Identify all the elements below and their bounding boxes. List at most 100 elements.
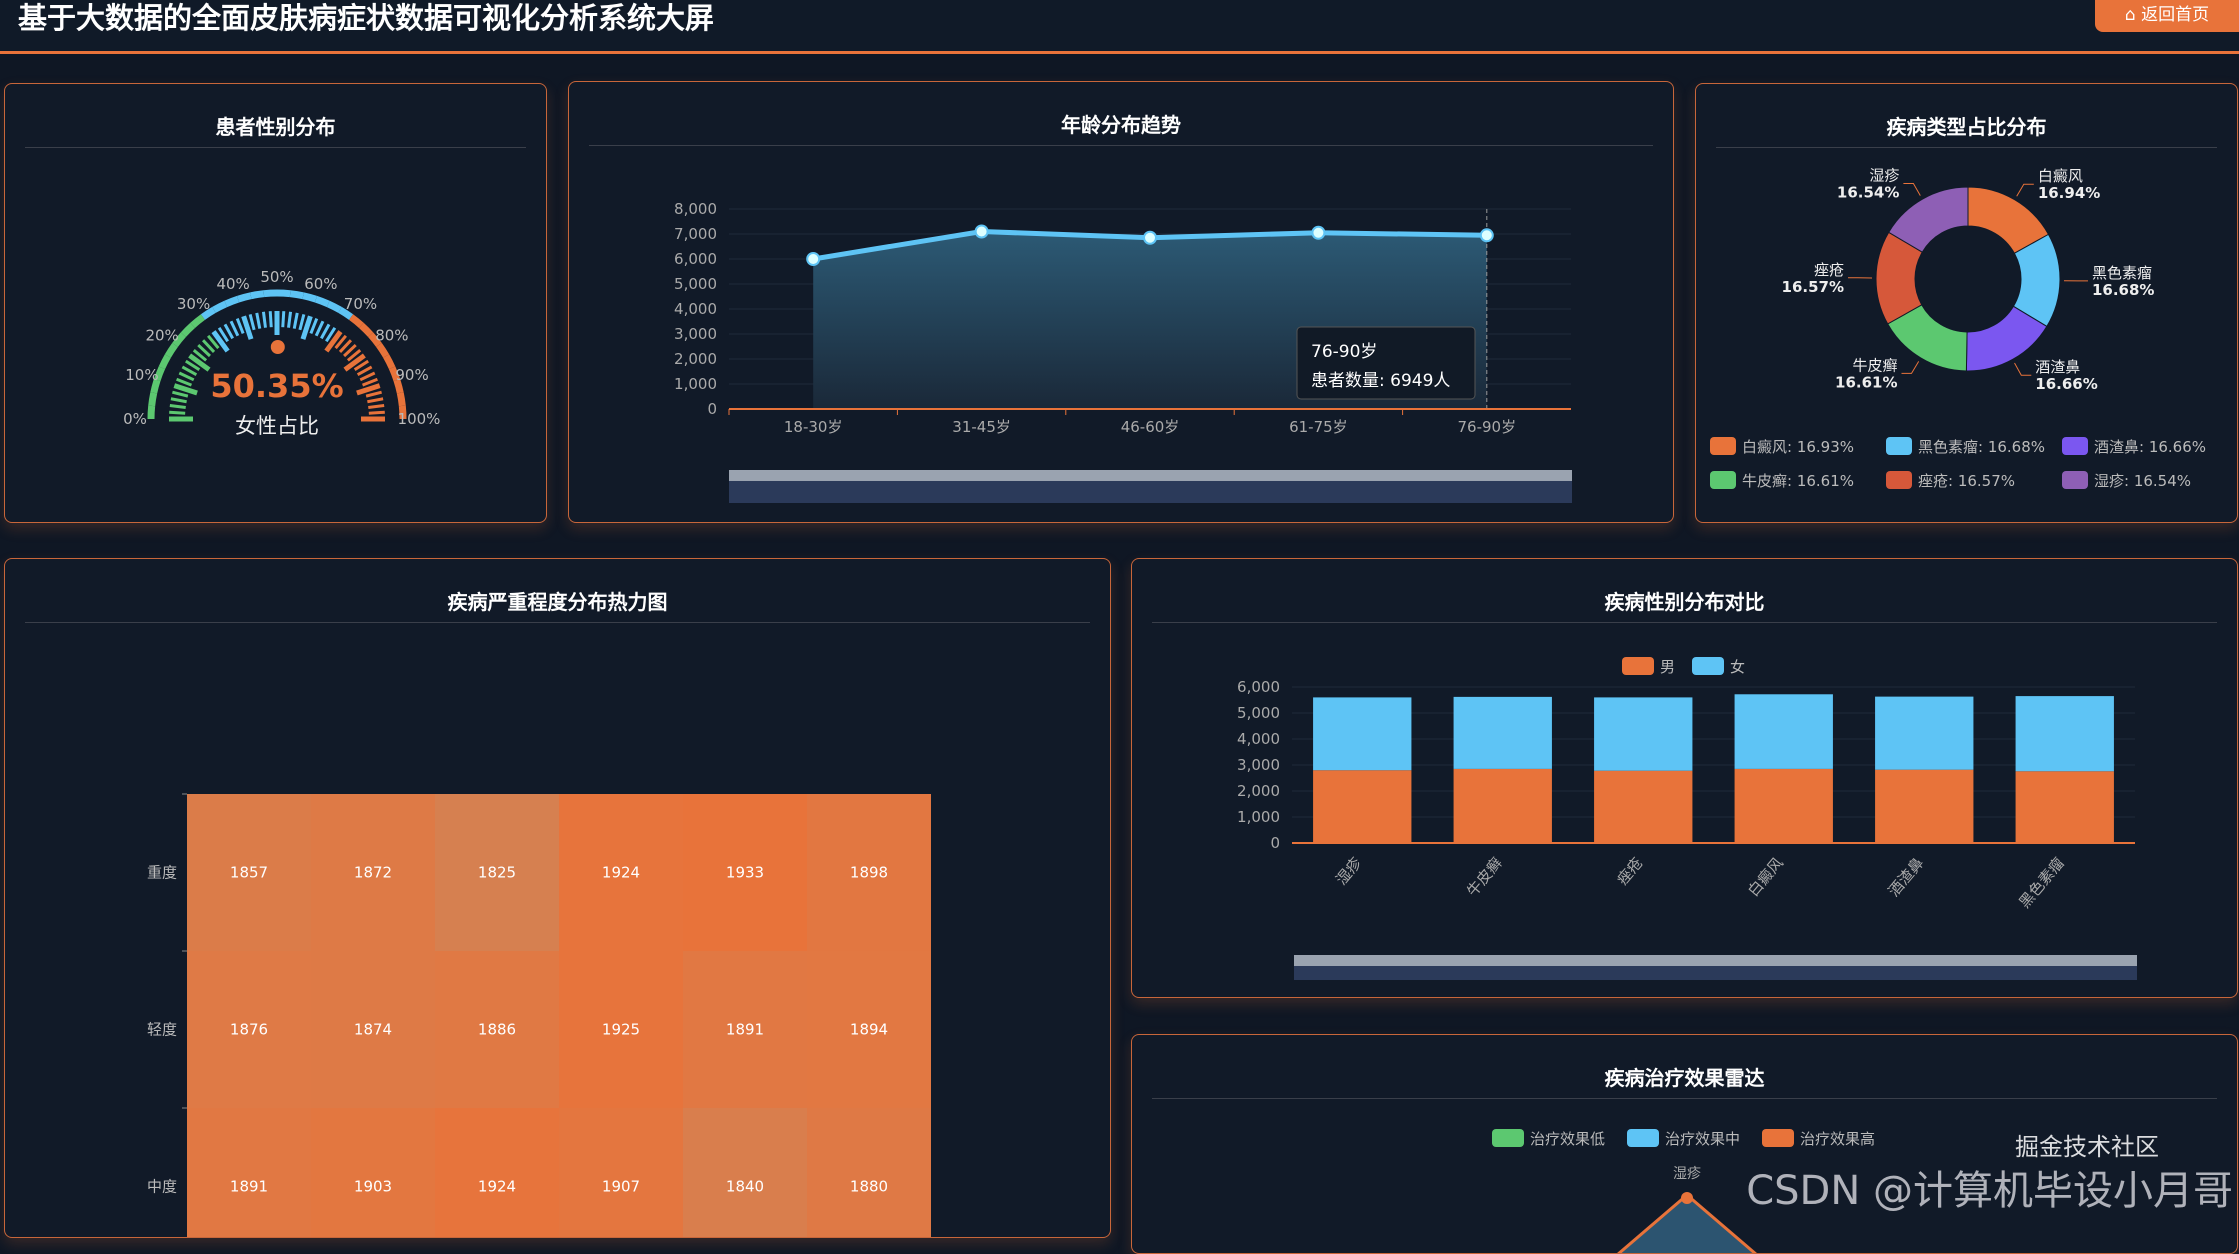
cell-value: 1880 (850, 1178, 888, 1196)
radar-indicator-label: 湿疹 (1673, 1166, 1701, 1182)
legend-item: 痤疮: 16.57% (1918, 472, 2015, 490)
y-tick-label: 5,000 (674, 275, 717, 293)
gauge-tick (172, 392, 187, 396)
gauge-tick (345, 356, 364, 370)
gauge-tick-label: 10% (125, 366, 158, 384)
data-point (1481, 229, 1493, 241)
gauge-tick (283, 311, 284, 327)
gauge-tick-label: 80% (375, 327, 408, 345)
gauge-tick-label: 40% (216, 275, 249, 293)
row-label: 中度 (147, 1178, 177, 1196)
gauge-arc-segment (290, 294, 303, 296)
cell-value: 1840 (726, 1178, 764, 1196)
gauge-arc-segment (168, 345, 175, 356)
slice-label-name: 湿疹 (1869, 167, 1899, 185)
gauge-arc-segment (316, 299, 328, 304)
radar-point (1681, 1192, 1693, 1204)
legend-swatch (1627, 1129, 1659, 1147)
gauge-arc-segment (328, 304, 340, 310)
legend-swatch (1762, 1129, 1794, 1147)
gauge-tick (270, 311, 271, 327)
legend-item: 牛皮癣: 16.61% (1742, 472, 1854, 490)
bar-segment (2016, 771, 2114, 843)
gender-stacked-bar-chart: 男女01,0002,0003,0004,0005,0006,000湿疹牛皮癣痤疮… (1132, 559, 2238, 998)
slice-label-pct: 16.94% (2038, 184, 2100, 202)
bar-segment (1313, 770, 1411, 843)
gauge-tick (179, 373, 193, 380)
slice-label-pct: 16.57% (1782, 278, 1844, 296)
y-tick-label: 6,000 (1237, 678, 1280, 696)
gauge-arc-segment (238, 296, 251, 299)
gauge-tick (169, 412, 185, 413)
disease-donut-chart: 白癜风: 16.93%黑色素瘤: 16.68%酒渣鼻: 16.66%牛皮癣: 1… (1696, 84, 2238, 523)
x-tick-label: 61-75岁 (1289, 418, 1348, 436)
heatmap-cell (683, 1108, 807, 1238)
cell-value: 1825 (478, 864, 516, 882)
x-tick-label: 酒渣鼻 (1885, 854, 1928, 900)
gauge-tick-label: 90% (395, 366, 428, 384)
datazoom-slider[interactable] (1294, 966, 2137, 980)
gauge-arc-segment (303, 296, 316, 299)
gauge-tick-label: 70% (344, 295, 377, 313)
gauge-label: 女性占比 (235, 414, 319, 438)
gauge-tick (250, 314, 254, 329)
gauge-tick (326, 332, 340, 351)
x-tick-label: 31-45岁 (952, 418, 1011, 436)
x-tick-label: 痤疮 (1613, 854, 1646, 889)
slice-label-pct: 16.66% (2035, 375, 2097, 393)
gauge-arc-segment (183, 325, 192, 334)
slice-label-line (1903, 184, 1920, 196)
home-button[interactable]: ⌂ 返回首页 (2095, 0, 2239, 32)
x-tick-label: 76-90岁 (1458, 418, 1517, 436)
bar-segment (1313, 697, 1411, 770)
legend-item: 治疗效果低 (1530, 1130, 1605, 1148)
cell-value: 1903 (354, 1178, 392, 1196)
age-area-chart: 01,0002,0003,0004,0005,0006,0007,0008,00… (569, 82, 1674, 523)
y-tick-label: 3,000 (1237, 756, 1280, 774)
tooltip-title: 76-90岁 (1311, 342, 1377, 362)
watermark: CSDN @计算机毕设小月哥 (1746, 1168, 2233, 1214)
legend-item: 湿疹: 16.54% (2094, 472, 2191, 490)
datazoom-slider[interactable] (729, 481, 1572, 503)
gauge-tick (289, 312, 291, 328)
gauge-tick (214, 332, 228, 351)
datazoom-handle-bar[interactable] (1294, 955, 2137, 966)
y-tick-label: 2,000 (674, 350, 717, 368)
y-tick-label: 0 (707, 400, 717, 418)
cell-value: 1857 (230, 864, 268, 882)
slice-label-name: 酒渣鼻 (2035, 358, 2080, 376)
legend-item: 酒渣鼻: 16.66% (2094, 438, 2206, 456)
tooltip-text: 患者数量: 6949人 (1311, 371, 1450, 391)
cell-value: 1894 (850, 1021, 888, 1039)
gauge-tick (231, 321, 238, 335)
legend-swatch (1710, 437, 1736, 455)
y-tick-label: 4,000 (1237, 730, 1280, 748)
gauge-tick (263, 312, 265, 328)
gauge-tick (360, 373, 374, 380)
x-tick-label: 牛皮癣 (1463, 854, 1506, 900)
gauge-arc-segment (400, 393, 402, 406)
y-tick-label: 5,000 (1237, 704, 1280, 722)
gauge-value: 50.35% (210, 367, 343, 405)
gauge-tick (294, 313, 297, 329)
cell-value: 1925 (602, 1021, 640, 1039)
disease-type-panel: 疾病类型占比分布 白癜风: 16.93%黑色素瘤: 16.68%酒渣鼻: 16.… (1695, 83, 2238, 523)
gauge-tick (363, 379, 378, 385)
slice-label-pct: 16.61% (1835, 373, 1897, 391)
bar-segment (1594, 697, 1692, 770)
slice-label-pct: 16.68% (2092, 281, 2154, 299)
gauge-arc-segment (386, 356, 392, 368)
data-point (1144, 232, 1156, 244)
gauge-tick-label: 0% (123, 410, 147, 428)
datazoom-handle-bar[interactable] (729, 470, 1572, 481)
gauge-arc-segment (361, 325, 370, 334)
gauge-tick-label: 20% (145, 327, 178, 345)
cell-value: 1933 (726, 864, 764, 882)
cell-value: 1891 (726, 1021, 764, 1039)
gauge-tick (300, 314, 304, 329)
y-tick-label: 6,000 (674, 250, 717, 268)
cell-value: 1886 (478, 1021, 516, 1039)
